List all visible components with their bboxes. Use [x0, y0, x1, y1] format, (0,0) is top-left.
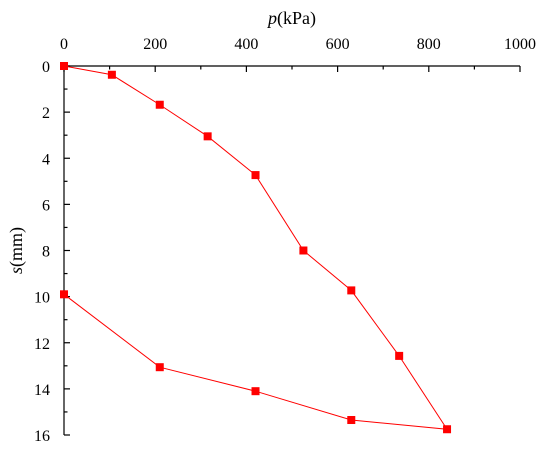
data-point-marker [299, 246, 308, 255]
data-point-marker [251, 387, 260, 396]
x-tick-label: 200 [143, 36, 167, 53]
data-point-marker [60, 290, 68, 299]
x-tick-label: 600 [326, 36, 350, 53]
x-axis-title-symbol: p [266, 8, 277, 28]
y-axis-title-unit: (mm) [6, 227, 27, 267]
data-point-marker [107, 70, 116, 79]
series-line [63, 65, 449, 430]
data-point-marker [203, 132, 212, 141]
data-point-marker [251, 171, 260, 180]
y-tick-label: 0 [42, 59, 50, 76]
x-tick-label: 800 [417, 36, 441, 53]
y-tick-label: 4 [42, 151, 50, 168]
axes [63, 65, 520, 435]
x-tick-label: 400 [234, 36, 258, 53]
x-tick-label: 0 [60, 36, 68, 53]
data-point-marker [155, 363, 164, 372]
tick-labels: 0 200 400 600 800 1000 0 2 4 6 8 10 12 14 16 [34, 36, 536, 445]
data-point-marker [60, 62, 68, 70]
series-layer [60, 62, 452, 434]
data-point-marker [443, 425, 452, 434]
y-tick-label: 6 [42, 197, 50, 214]
y-axis-title: s(mm) [6, 227, 27, 274]
y-tick-label: 10 [34, 290, 50, 307]
data-point-marker [347, 416, 356, 425]
x-axis-title-unit: (kPa) [277, 8, 316, 29]
y-axis-title-symbol: s [6, 267, 26, 274]
data-point-marker [395, 351, 404, 360]
x-tick-label: 1000 [504, 36, 536, 53]
y-tick-label: 2 [42, 105, 50, 122]
data-point-marker [347, 286, 356, 295]
x-axis-title: p(kPa) [266, 8, 316, 29]
data-point-marker [155, 100, 164, 109]
y-tick-label: 14 [34, 382, 50, 399]
ticks [63, 65, 521, 436]
y-tick-label: 12 [34, 336, 50, 353]
y-tick-label: 16 [34, 428, 50, 445]
y-tick-label: 8 [42, 244, 50, 261]
